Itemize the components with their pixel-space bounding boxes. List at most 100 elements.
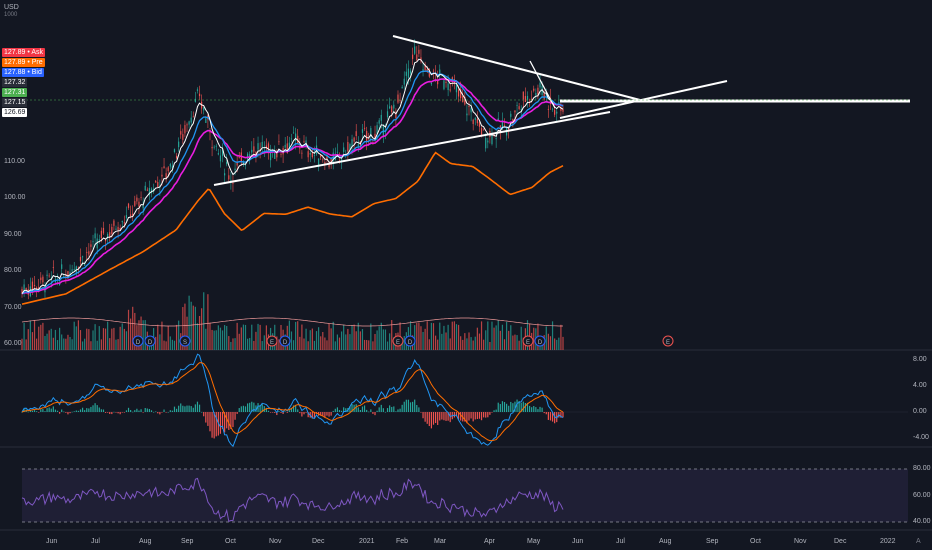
candle-body: [292, 132, 295, 134]
volume-bar: [336, 334, 339, 350]
macd-histogram-bar: [361, 406, 364, 412]
macd-histogram-bar: [188, 405, 190, 412]
volume-bar: [403, 336, 405, 350]
volume-bar: [311, 328, 313, 350]
currency-label: USD: [4, 4, 19, 11]
price-axis-tick: 100.00: [4, 194, 26, 202]
candle-body: [119, 228, 121, 230]
volume-bar: [157, 324, 159, 350]
macd-histogram-bar: [46, 408, 48, 412]
macd-histogram-bar: [445, 412, 447, 421]
macd-histogram-bar: [343, 407, 345, 412]
macd-histogram-bar: [38, 412, 40, 413]
volume-bar: [355, 331, 357, 350]
macd-histogram-bar: [21, 412, 23, 413]
volume-bar: [420, 326, 422, 350]
macd-histogram-bar: [503, 402, 506, 412]
macd-histogram-bar: [138, 410, 140, 412]
candle-body: [224, 173, 226, 176]
volume-bar: [416, 322, 418, 350]
event-marker-earnings: [522, 335, 534, 347]
macd-histogram-bar: [386, 408, 389, 412]
volume-bar: [211, 329, 213, 350]
macd-histogram-bar: [541, 407, 543, 412]
volume-bar: [77, 320, 79, 350]
volume-bar: [65, 338, 67, 350]
candle-body: [303, 141, 305, 143]
candle-body: [40, 277, 42, 281]
macd-histogram-bar: [196, 401, 199, 412]
volume-bar: [161, 321, 163, 350]
macd-histogram-bar: [528, 405, 531, 412]
volume-bar: [190, 301, 192, 350]
volume-bar: [512, 335, 514, 350]
candle-body: [209, 131, 211, 133]
macd-histogram-bar: [355, 404, 357, 412]
macd-histogram-bar: [123, 412, 125, 413]
macd-histogram-bar: [305, 412, 307, 413]
candle-body: [320, 155, 322, 158]
macd-histogram-bar: [244, 406, 247, 412]
macd-histogram-bar: [409, 402, 412, 412]
event-marker-dividend: [132, 335, 144, 347]
macd-histogram-bar: [424, 412, 426, 422]
macd-histogram-bar: [324, 412, 326, 418]
volume-bar: [533, 327, 535, 350]
volume-bar: [545, 326, 547, 350]
volume-bar: [100, 339, 102, 350]
macd-histogram-bar: [485, 412, 487, 418]
candle-body: [409, 70, 412, 74]
macd-histogram-bar: [48, 407, 50, 412]
candle-body: [155, 180, 157, 183]
macd-histogram-bar: [393, 406, 395, 412]
macd-histogram-bar: [443, 412, 445, 421]
volume-bar: [386, 341, 389, 350]
macd-histogram-bar: [125, 410, 128, 412]
time-axis-label: Jun: [46, 538, 58, 545]
macd-histogram-bar: [88, 408, 90, 412]
candle-body: [226, 162, 228, 165]
candle-body: [476, 118, 478, 124]
volume-bar: [468, 332, 470, 350]
candle-body: [562, 108, 564, 112]
auto-scale-button[interactable]: A: [916, 538, 921, 545]
volume-bar: [315, 331, 318, 350]
macd-histogram-bar: [198, 404, 201, 412]
macd-histogram-bar: [173, 406, 176, 412]
macd-histogram-bar: [292, 405, 295, 412]
macd-histogram-bar: [470, 412, 472, 419]
macd-histogram-bar: [98, 407, 100, 412]
candle-body: [217, 153, 219, 155]
macd-histogram-bar: [338, 410, 341, 412]
macd-histogram-bar: [127, 407, 130, 412]
volume-bar: [376, 330, 378, 350]
candle-body: [441, 75, 443, 76]
macd-histogram-bar: [336, 407, 339, 412]
macd-histogram-bar: [175, 408, 178, 412]
candle-body: [67, 271, 69, 279]
candle-body: [178, 141, 180, 148]
candle-body: [125, 215, 128, 218]
candle-body: [374, 133, 376, 142]
macd-histogram-bar: [27, 411, 29, 413]
candle-body: [460, 88, 462, 99]
candle-body: [63, 275, 65, 278]
price-label: 126.69: [2, 108, 28, 117]
candle-body: [558, 101, 560, 103]
macd-histogram-bar: [526, 402, 529, 412]
macd-histogram-bar: [29, 410, 31, 412]
time-axis-label: Aug: [659, 538, 672, 545]
volume-bar: [556, 339, 558, 350]
candle-body: [355, 131, 357, 137]
volume-bar: [361, 329, 364, 350]
macd-histogram-bar: [209, 412, 211, 432]
volume-bar: [299, 336, 301, 350]
candle-body: [347, 142, 349, 152]
macd-histogram-bar: [372, 412, 374, 414]
candle-body: [424, 64, 426, 71]
volume-bar: [228, 336, 230, 350]
volume-bar: [485, 330, 487, 350]
macd-histogram-bar: [418, 407, 420, 412]
volume-bar: [31, 332, 34, 350]
